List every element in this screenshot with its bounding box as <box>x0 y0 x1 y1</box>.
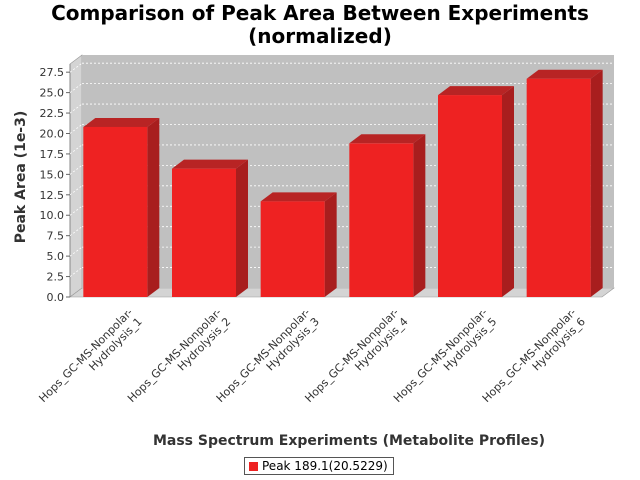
bar-top-1 <box>83 117 160 127</box>
gridline-wall-4 <box>69 205 83 216</box>
gridline-wall-9 <box>69 103 83 114</box>
legend-swatch <box>249 461 258 471</box>
y-tick-label-0: 0.0 <box>47 291 65 304</box>
bar-side-5 <box>502 86 514 297</box>
y-tick-label-11: 27.5 <box>40 66 65 79</box>
y-tick-label-7: 17.5 <box>40 148 65 161</box>
plot-left-wall <box>69 54 83 298</box>
bar-5 <box>438 86 514 297</box>
plot-back-wall <box>82 55 614 288</box>
legend: Peak 189.1(20.5229) <box>244 457 394 475</box>
bar-side-4 <box>413 134 426 297</box>
gridlines <box>69 62 614 277</box>
bar-3 <box>260 192 337 297</box>
x-axis-title: Mass Spectrum Experiments (Metabolite Pr… <box>153 433 545 449</box>
bar-top-6 <box>526 69 603 79</box>
gridline-wall-6 <box>69 165 83 175</box>
chart-title-line-2: (normalized) <box>248 24 392 48</box>
y-tick-label-8: 20.0 <box>40 127 65 140</box>
bar-2 <box>172 159 248 297</box>
y-tick-label-1: 2.5 <box>47 271 65 284</box>
bar-top-3 <box>260 192 337 202</box>
bars <box>83 69 603 298</box>
y-tick-label-3: 7.5 <box>47 230 65 243</box>
legend-label: Peak 189.1(20.5229) <box>262 459 388 473</box>
y-tick-label-9: 22.5 <box>40 107 65 120</box>
gridline-wall-11 <box>69 62 83 73</box>
y-tick-label-10: 25.0 <box>40 87 65 100</box>
y-axis-title: Peak Area (1e-3) <box>13 111 29 244</box>
bar-top-4 <box>349 134 426 144</box>
bar-front-6 <box>526 78 591 297</box>
gridline-wall-3 <box>69 226 83 237</box>
gridline-wall-5 <box>69 185 83 196</box>
bar-4 <box>349 134 426 297</box>
bar-front-5 <box>438 95 502 297</box>
y-tick-label-2: 5.0 <box>47 250 65 263</box>
gridline-wall-10 <box>69 83 83 93</box>
y-axis-ticks: 0.0 2.5 5.0 7.5 10.0 12.5 15.0 17.5 20.0 22.5 25.0… <box>40 66 70 304</box>
plot-area <box>69 54 615 298</box>
bar-1 <box>83 117 160 298</box>
chart-title: Comparison of Peak Area Between Experime… <box>0 2 640 48</box>
bar-front-4 <box>349 143 414 297</box>
bar-side-3 <box>324 192 337 297</box>
bar-6 <box>526 69 603 297</box>
chart-title-line-1: Comparison of Peak Area Between Experime… <box>51 1 589 25</box>
gridline-wall-7 <box>69 144 83 155</box>
bar-front-2 <box>172 168 236 297</box>
bar-front-1 <box>83 126 148 298</box>
y-tick-label-6: 15.0 <box>40 168 65 181</box>
bar-side-2 <box>236 159 248 297</box>
bar-top-5 <box>438 86 514 96</box>
y-tick-label-4: 10.0 <box>40 209 65 222</box>
gridline-wall-2 <box>69 246 83 257</box>
bar-front-3 <box>260 201 325 297</box>
bar-side-1 <box>147 117 160 298</box>
gridline-wall-8 <box>69 124 83 134</box>
y-tick-label-5: 12.5 <box>40 189 65 202</box>
gridline-wall-1 <box>69 267 83 277</box>
bar-side-6 <box>590 69 603 297</box>
bar-top-2 <box>172 159 248 169</box>
x-axis-category-labels: Hops_GC-MS-Nonpolar-Hydrolysis_1Hops_GC-… <box>36 306 588 405</box>
